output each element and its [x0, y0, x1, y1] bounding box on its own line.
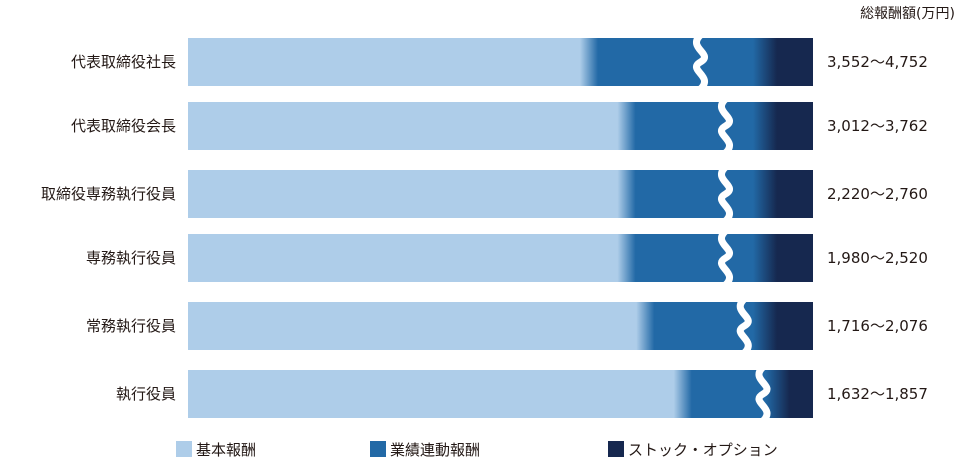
- value-label: 3,012〜3,762: [827, 117, 928, 135]
- axis-break: [718, 228, 733, 288]
- legend-label: 基本報酬: [196, 441, 256, 459]
- legend-swatch: [370, 441, 386, 457]
- category-label: 専務執行役員: [86, 249, 176, 267]
- bars-layer: 代表取締役社長 3,552〜4,752 代表取締役会長 3,012〜3,762 取締役専…: [41, 32, 928, 424]
- category-label: 執行役員: [116, 385, 176, 403]
- value-label: 2,220〜2,760: [827, 185, 928, 203]
- bar-row: 代表取締役会長 3,012〜3,762: [71, 96, 928, 156]
- legend-swatch: [176, 441, 192, 457]
- unit-label: 総報酬額(万円): [860, 6, 955, 22]
- bar-segment: [188, 302, 813, 350]
- bar-segment: [188, 102, 813, 150]
- legend-item: 業績連動報酬: [370, 441, 480, 459]
- bar-row: 取締役専務執行役員 2,220〜2,760: [41, 164, 928, 224]
- category-label: 代表取締役社長: [71, 53, 176, 71]
- legend-item: 基本報酬: [176, 441, 256, 459]
- value-label: 1,980〜2,520: [827, 249, 928, 267]
- category-label: 代表取締役会長: [71, 117, 176, 135]
- category-label: 常務執行役員: [86, 317, 176, 335]
- bar-row: 専務執行役員 1,980〜2,520: [86, 228, 928, 288]
- axis-break: [736, 296, 752, 356]
- bar-segment: [188, 38, 813, 86]
- bar-row: 常務執行役員 1,716〜2,076: [86, 296, 928, 356]
- bar-segment: [188, 370, 813, 418]
- axis-break: [693, 32, 708, 92]
- bar-row: 代表取締役社長 3,552〜4,752: [71, 32, 928, 92]
- bar-segment: [188, 234, 813, 282]
- legend: 基本報酬 業績連動報酬 ストック・オプション: [176, 441, 778, 459]
- legend-label: 業績連動報酬: [390, 441, 480, 459]
- legend-item: ストック・オプション: [608, 441, 778, 459]
- legend-swatch: [608, 441, 624, 457]
- axis-break: [718, 164, 733, 224]
- value-label: 1,716〜2,076: [827, 317, 928, 335]
- legend-label: ストック・オプション: [628, 441, 778, 459]
- bar-row: 執行役員 1,632〜1,857: [116, 364, 928, 424]
- category-label: 取締役専務執行役員: [41, 185, 176, 203]
- value-label: 3,552〜4,752: [827, 53, 928, 71]
- bar-segment: [188, 170, 813, 218]
- axis-break: [718, 96, 733, 156]
- value-label: 1,632〜1,857: [827, 385, 928, 403]
- axis-break: [755, 364, 771, 424]
